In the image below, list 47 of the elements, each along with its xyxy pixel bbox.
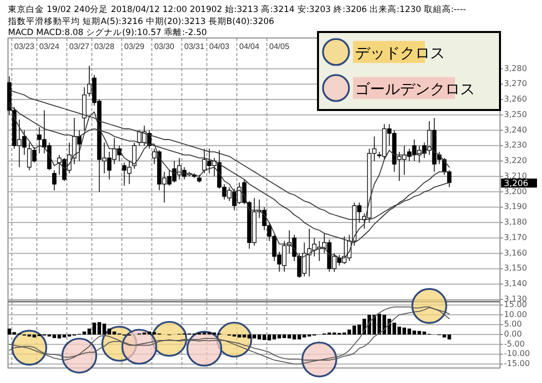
point: [186, 330, 222, 367]
x-tick-label: 03/23: [14, 42, 35, 51]
y-tick-label: -10.00: [504, 349, 530, 358]
x-tick-label: 03/24: [39, 42, 60, 51]
candlestick: [82, 86, 86, 131]
y-tick-label: 3,190: [504, 202, 527, 212]
y-tick-label: 3,240: [504, 125, 527, 134]
chart-title: 東京白金 19/02 240分足 2018/04/12 12:00 201902 始:3213 高:3214 安:3203 終:3206 出来高:1230 取組高:----: [8, 4, 466, 15]
x-tick-label: 03/30: [154, 42, 175, 51]
point: [11, 330, 48, 366]
x-tick-label: 03/31: [184, 42, 205, 51]
point: [301, 342, 338, 378]
annotation: MACD MACD:8.08 シグナル(9):10.57 乖離:-2.50: [8, 27, 207, 38]
legend-label: デッドクロス: [355, 44, 445, 62]
y-tick-label: 3,170: [504, 232, 527, 242]
point: [61, 338, 98, 374]
candlestick: [447, 170, 452, 188]
y-tick-label: 3,260: [504, 94, 527, 104]
x-tick-label: 03/29: [124, 42, 145, 51]
y-tick-label: 10.00: [504, 310, 527, 319]
y-tick-label: 3,220: [504, 156, 527, 166]
candlestick: [52, 170, 56, 191]
candlestick: [132, 142, 136, 170]
y-tick-label: 3,250: [504, 110, 527, 119]
y-tick-label: 3,180: [504, 218, 527, 227]
y-tick-label: 3,280: [504, 64, 527, 73]
y-tick-label: 3,210: [504, 171, 527, 180]
y-tick-label: 5.00: [504, 320, 522, 329]
chart-subtitle: 指数平滑移動平均 短期A(5):3216 中期(20):3213 長期B(40):3206: [7, 16, 274, 27]
x-tick-label: 04/04: [239, 42, 260, 51]
y-tick-label: 3,230: [504, 140, 527, 150]
y-tick-label: 3,140: [504, 279, 527, 288]
point: [411, 288, 448, 324]
y-tick-label: 3,270: [504, 79, 527, 88]
y-tick-label: -5.00: [504, 339, 525, 348]
x-tick-label: 04/03: [209, 42, 230, 51]
y-tick-label: 3,160: [504, 248, 527, 258]
y-tick-label: 3,150: [504, 264, 527, 273]
y-tick-label: 0.00: [504, 330, 522, 339]
legend-label: ゴールデンクロス: [355, 80, 475, 98]
text: 3,206: [504, 179, 528, 190]
x-tick-label: 03/28: [94, 42, 115, 51]
x-tick-label: 03/27: [69, 42, 90, 51]
y-tick-label: 3,200: [504, 186, 527, 196]
y-tick-label: -15.00: [504, 359, 530, 368]
point: [121, 328, 158, 365]
x-tick-label: 04/05: [269, 42, 290, 51]
